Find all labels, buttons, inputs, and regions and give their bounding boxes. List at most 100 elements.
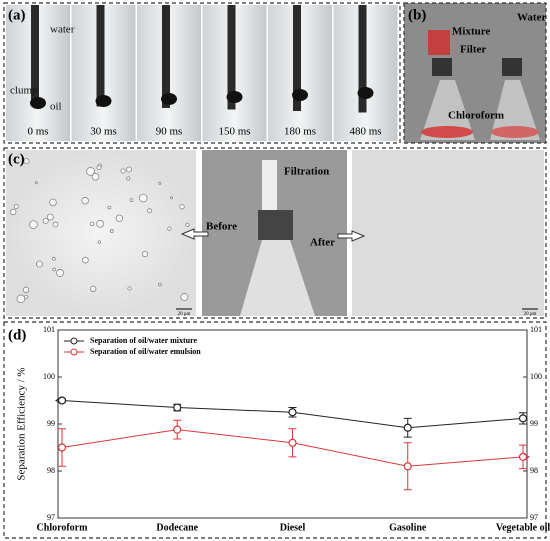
y-tick-label: 97 [47,513,55,522]
filter [432,58,452,76]
marker [518,414,528,423]
droplet [126,166,132,173]
droplet [107,205,112,210]
marker [57,443,67,452]
droplet [96,165,102,171]
marker [57,396,67,405]
panel-label: (b) [408,7,426,23]
clump [226,91,243,103]
y-tick-label: 98 [47,466,55,475]
droplet [97,240,102,244]
droplet [16,294,26,304]
legend-marker [70,337,78,345]
axis-arrow [55,397,62,404]
rod [31,5,39,105]
clump [292,89,308,101]
droplet [56,269,65,277]
droplet [109,229,114,234]
flask [490,80,540,140]
y-tick-label: 99 [47,419,55,428]
panel-c: (c) Filtration Before After 20 μm 20 μm [3,147,547,319]
panel-d: (d) Separation Efficiency / % 97 98 99 100 1… [3,321,550,539]
x-tick-label: Dodecane [156,522,198,533]
droplet [158,282,162,287]
arrow [337,230,366,242]
clump [161,93,177,105]
scale-label: 20 μm [178,312,191,317]
droplet [127,286,132,291]
panel-frame [403,2,547,144]
flask [240,240,315,316]
y-tick-label: 100 [43,372,55,381]
droplet [179,204,185,210]
annotation: Filtration [284,166,329,178]
droplet [170,196,174,200]
micrograph [6,150,196,316]
droplet [115,214,124,222]
droplet [167,226,172,231]
time-label: 480 ms [349,126,381,138]
legend-marker [70,348,78,356]
panel-a: 0 ms 30 ms 90 ms 150 ms 180 ms 480 ms (a) wat… [3,2,401,144]
marker [173,425,182,434]
time-label: 180 ms [284,126,316,138]
axis-arrow [523,453,530,461]
y-axis-label: Separation Efficiency / % [16,367,28,480]
droplet [158,181,162,185]
annotation: Chloroform [448,110,504,122]
clump [30,97,46,109]
panel-label: (d) [8,327,26,343]
rod [358,5,367,113]
panel-frame [3,2,401,144]
y-tick-label: 101 [43,325,55,334]
annotation: Filter [460,44,486,56]
rod [293,5,301,111]
y2-tick-label: 97 [530,513,538,522]
filter [502,58,522,76]
droplet [120,168,126,174]
droplet [129,198,134,203]
rod [227,5,236,110]
droplet [52,221,59,228]
liquid [421,126,473,138]
droplet [126,176,131,181]
y2-tick-label: 101 [530,325,542,334]
droplet [90,285,97,293]
marker [173,403,182,412]
droplet [34,181,38,185]
scale-label: 20 μm [524,312,537,317]
rod [96,5,105,107]
annotation: After [310,237,335,249]
time-label: 90 ms [156,126,183,138]
time-label: 0 ms [27,126,48,138]
funnel [262,160,277,210]
mixture [428,30,450,55]
micrograph [352,150,544,316]
annotation: clump [10,85,38,97]
droplet [90,221,95,227]
droplet [10,208,17,216]
rod [162,5,170,108]
droplet [42,217,49,224]
droplet [22,286,30,293]
droplet [46,213,54,221]
droplet [23,158,30,165]
droplet [35,260,43,268]
droplet [52,267,56,272]
x-tick-label: Chloroform [37,522,89,533]
droplet [13,204,19,210]
legend-label: Separation of oil/water mixture [90,336,197,345]
annotation: water [50,24,75,36]
marker [518,452,528,461]
panel-b: (b) Mixture Filter Chloroform Water [403,2,547,144]
y2-tick-label: 100 [530,372,542,381]
arrow [180,228,209,240]
droplet [86,167,95,176]
clump [357,87,374,99]
panel-label: (a) [8,7,26,23]
droplet [91,172,100,181]
marker [288,408,297,417]
droplet [24,294,29,300]
droplet [51,256,56,261]
